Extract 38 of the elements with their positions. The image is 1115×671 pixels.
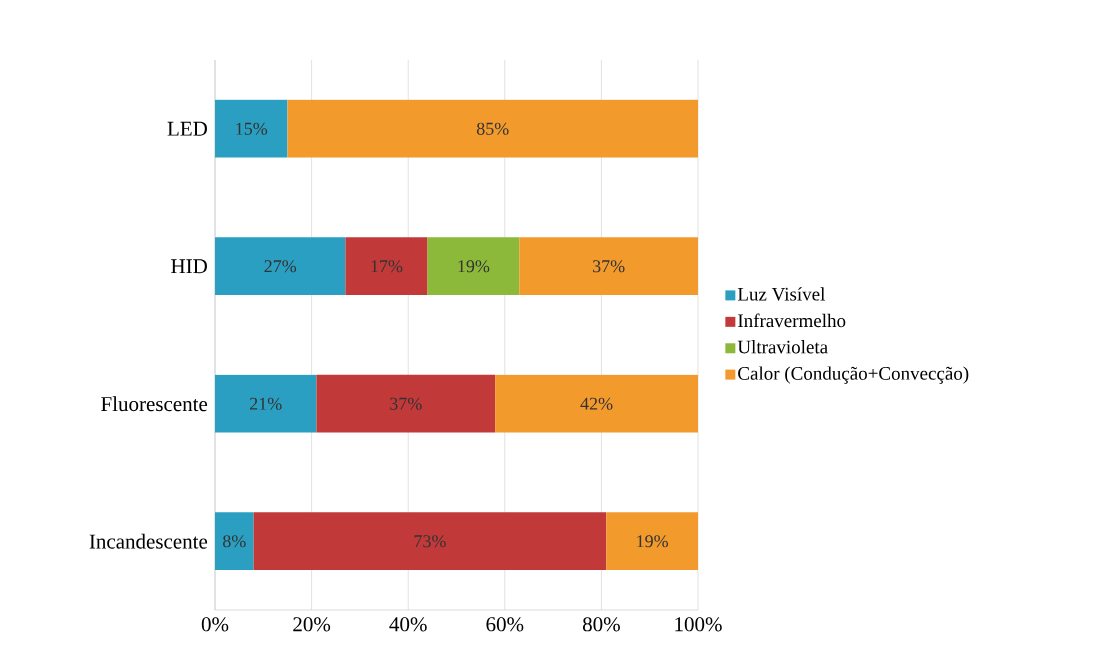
bar bbox=[606, 512, 699, 571]
bar bbox=[215, 99, 288, 158]
data-label: 8% bbox=[223, 535, 246, 548]
x-tick-label: 100% bbox=[675, 617, 722, 632]
y-tick-label: Fluorescente bbox=[101, 396, 208, 412]
x-tick-label: 40% bbox=[389, 617, 427, 632]
data-label: 17% bbox=[371, 260, 403, 273]
x-tick-label: 0% bbox=[201, 617, 229, 632]
legend-label: Calor (Condução+Convecção) bbox=[738, 366, 969, 384]
bar bbox=[495, 374, 699, 433]
data-label: 21% bbox=[250, 397, 282, 410]
legend-label: Ultravioleta bbox=[737, 340, 828, 354]
data-label: 15% bbox=[236, 122, 268, 135]
data-label: 19% bbox=[458, 260, 490, 273]
data-label: 73% bbox=[414, 535, 446, 548]
data-label: 19% bbox=[637, 535, 669, 548]
y-tick-label: HID bbox=[171, 259, 207, 274]
bar bbox=[253, 512, 607, 571]
bar bbox=[215, 512, 254, 571]
x-tick-label: 20% bbox=[293, 617, 331, 632]
bar bbox=[519, 237, 699, 296]
data-label: 42% bbox=[580, 397, 613, 410]
y-tick-label: Incandescente bbox=[89, 533, 208, 549]
data-label: 27% bbox=[264, 260, 297, 273]
data-label: 37% bbox=[390, 397, 422, 410]
legend-label: Luz Visível bbox=[737, 287, 826, 301]
x-tick-label: 60% bbox=[486, 617, 524, 632]
bar bbox=[215, 374, 317, 433]
bar bbox=[215, 237, 346, 296]
legend-label: Infravermelho bbox=[738, 313, 846, 328]
bar bbox=[427, 237, 520, 296]
bar bbox=[345, 237, 428, 296]
y-tick-label: LED bbox=[167, 121, 207, 136]
x-tick-label: 80% bbox=[582, 617, 620, 632]
data-label: 85% bbox=[476, 122, 509, 135]
bar bbox=[287, 99, 699, 158]
bar bbox=[316, 374, 496, 433]
data-label: 37% bbox=[593, 260, 625, 273]
